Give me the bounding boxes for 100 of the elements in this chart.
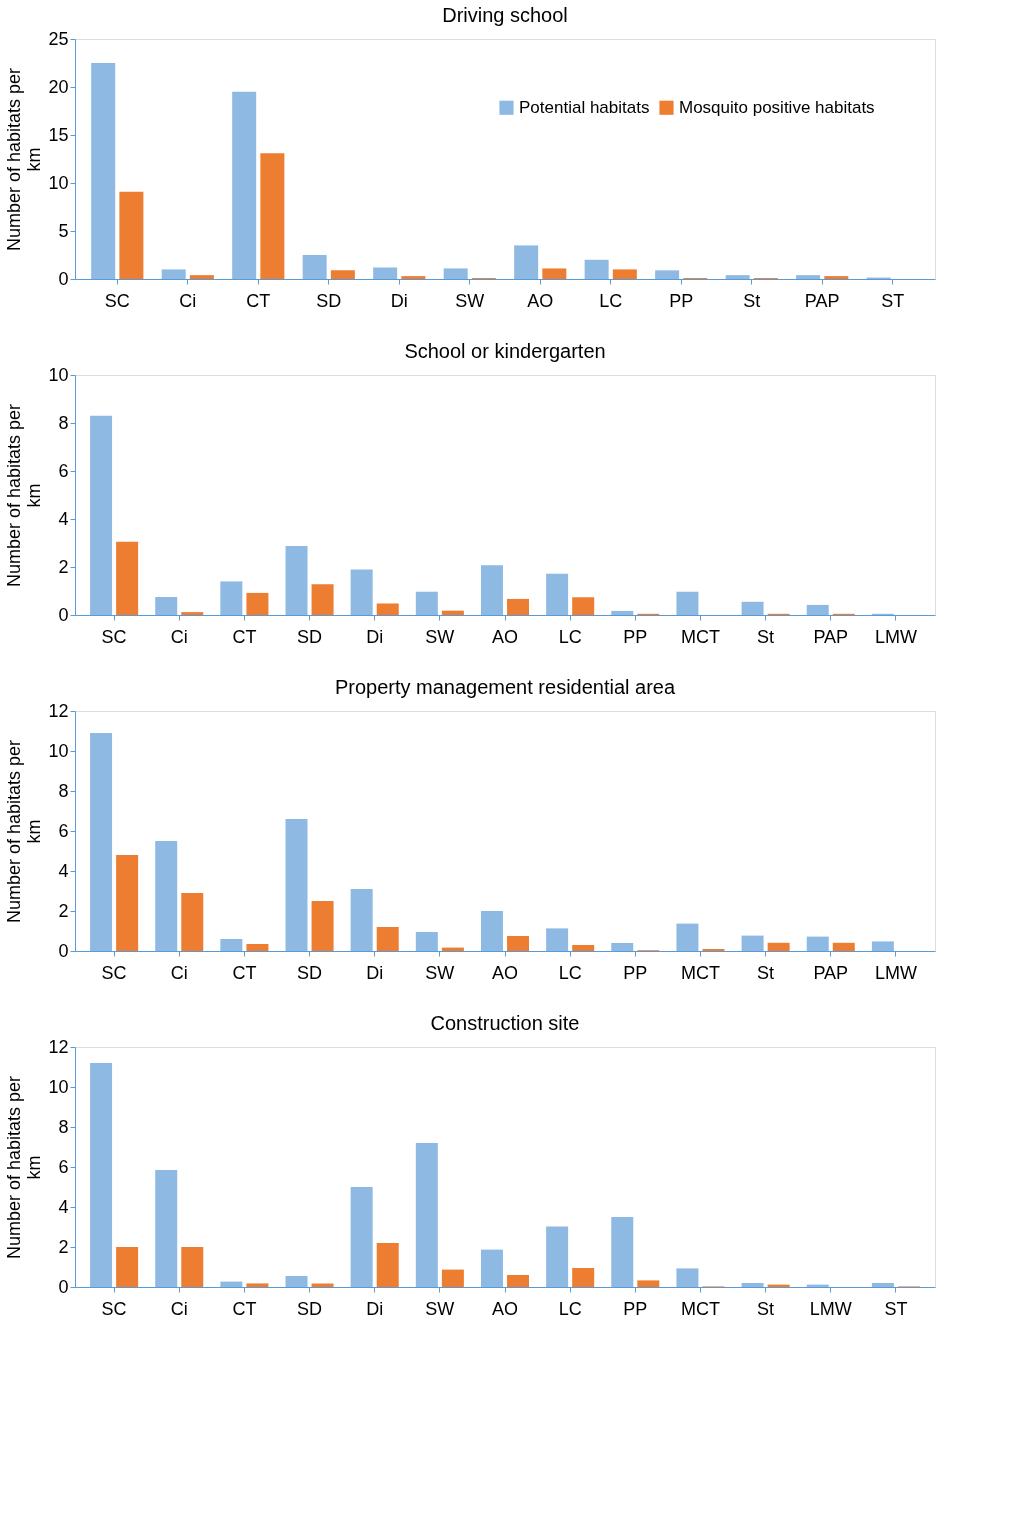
y-tick-label: 5 — [58, 220, 69, 241]
x-tick-label: LMW — [874, 962, 917, 983]
x-tick-label: St — [743, 290, 761, 311]
bar — [232, 91, 257, 279]
bar — [285, 546, 308, 615]
x-tick-label: SC — [104, 290, 130, 311]
x-tick-label: St — [757, 962, 775, 983]
x-tick-label: CT — [232, 626, 257, 647]
x-tick-label: PP — [623, 626, 648, 647]
bar — [91, 63, 116, 279]
y-tick-label: 12 — [48, 700, 69, 721]
y-tick-label: 0 — [58, 268, 69, 289]
x-tick-label: AO — [491, 1298, 519, 1319]
x-tick-label: MCT — [680, 626, 720, 647]
bar — [546, 1226, 569, 1287]
chart-title: Driving school — [442, 4, 568, 26]
legend-label: Mosquito positive habitats — [679, 97, 875, 117]
bar — [611, 943, 634, 951]
bar — [401, 276, 426, 279]
x-tick-label: SW — [425, 626, 455, 647]
y-tick-label: 10 — [48, 1076, 69, 1097]
bar — [155, 1170, 178, 1287]
x-tick-label: SD — [297, 962, 323, 983]
bar — [181, 612, 204, 615]
bar — [376, 927, 399, 951]
x-tick-label: Di — [366, 962, 384, 983]
bar — [480, 1249, 503, 1287]
bar — [181, 893, 204, 951]
bar — [572, 597, 595, 615]
bar — [246, 592, 269, 615]
x-tick-label: PP — [623, 962, 648, 983]
bar — [415, 1143, 438, 1287]
bar — [350, 1187, 373, 1287]
bar — [330, 270, 355, 279]
bar — [542, 268, 567, 279]
bar — [246, 1283, 269, 1287]
bar — [311, 901, 334, 951]
bar — [655, 270, 680, 279]
bar — [116, 855, 139, 951]
bar — [415, 591, 438, 615]
bar — [480, 565, 503, 615]
bar — [824, 276, 849, 279]
y-tick-label: 4 — [58, 1196, 69, 1217]
bar — [220, 1281, 243, 1287]
y-tick-label: 0 — [58, 604, 69, 625]
legend-label: Potential habitats — [519, 97, 650, 117]
bar — [161, 269, 186, 279]
bar — [373, 267, 398, 279]
x-tick-label: LC — [558, 1298, 582, 1319]
chart-title: School or kindergarten — [404, 340, 606, 362]
y-tick-label: 4 — [58, 860, 69, 881]
x-tick-label: LMW — [874, 626, 917, 647]
y-axis-title: Number of habitats per km — [4, 1075, 45, 1260]
y-tick-label: 25 — [48, 28, 69, 49]
bar — [285, 1276, 308, 1287]
x-tick-label: LC — [558, 962, 582, 983]
bar — [350, 569, 373, 615]
bar — [220, 581, 243, 615]
bar — [415, 932, 438, 951]
bar — [189, 275, 214, 279]
bar — [181, 1247, 204, 1287]
x-tick-label: SD — [316, 290, 342, 311]
bar — [806, 936, 829, 951]
bar — [725, 275, 750, 279]
bar — [376, 1243, 399, 1287]
bar — [90, 733, 113, 951]
bar — [90, 415, 113, 615]
bar — [741, 935, 764, 951]
bar — [741, 1283, 764, 1287]
x-tick-label: SD — [297, 626, 323, 647]
bar — [611, 610, 634, 615]
bar — [611, 1217, 634, 1287]
x-tick-label: CT — [232, 1298, 257, 1319]
x-tick-label: PAP — [813, 962, 849, 983]
y-axis-title: Number of habitats per km — [4, 67, 45, 252]
bar — [116, 541, 139, 615]
bar — [285, 819, 308, 951]
x-tick-label: PP — [623, 1298, 648, 1319]
y-tick-label: 8 — [58, 780, 69, 801]
bar — [350, 889, 373, 951]
bar — [220, 939, 243, 951]
x-tick-label: LC — [558, 626, 582, 647]
y-tick-label: 0 — [58, 940, 69, 961]
y-tick-label: 2 — [58, 900, 69, 921]
x-tick-label: SC — [101, 1298, 127, 1319]
bar — [637, 1280, 660, 1287]
x-tick-label: PAP — [813, 626, 849, 647]
y-tick-label: 0 — [58, 1276, 69, 1297]
bar — [572, 1268, 595, 1287]
x-tick-label: CT — [232, 962, 257, 983]
x-tick-label: Di — [390, 290, 408, 311]
y-tick-label: 10 — [48, 364, 69, 385]
bar — [741, 601, 764, 615]
bar — [376, 603, 399, 615]
bar — [767, 942, 790, 951]
bar — [507, 598, 530, 615]
y-tick-label: 8 — [58, 412, 69, 433]
bar — [507, 1275, 530, 1287]
y-tick-label: 10 — [48, 172, 69, 193]
bar — [311, 584, 334, 615]
